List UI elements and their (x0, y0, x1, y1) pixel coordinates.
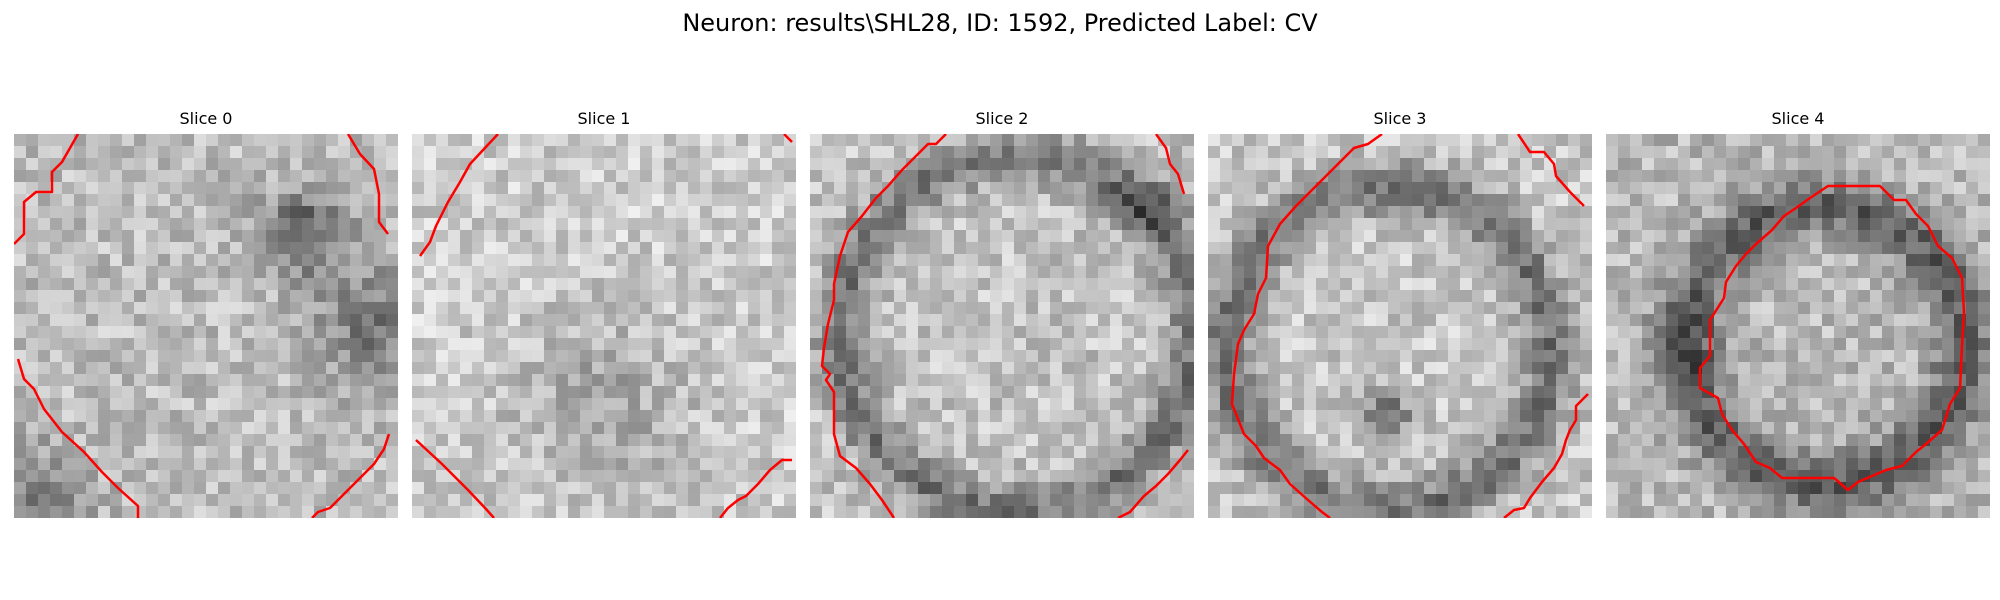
slice-pixels-4 (1606, 134, 1990, 518)
slice-contour-0-right-bottom (311, 433, 391, 518)
slice-image-1 (412, 134, 796, 518)
figure-title: Neuron: results\SHL28, ID: 1592, Predict… (682, 9, 1318, 37)
slice-contour-4-ring (1698, 184, 1966, 492)
slice-contour-2-right-top (1154, 134, 1186, 195)
slice-contour-2-main (820, 134, 947, 518)
slice-image-4 (1606, 134, 1990, 518)
slice-pixels-3 (1208, 134, 1592, 518)
slice-pixels-1 (412, 134, 796, 518)
slice-contour-1-right-top (783, 134, 793, 143)
slice-panel-4: Slice 4 (1606, 108, 1990, 522)
slice-contour-0-right-top (346, 134, 389, 235)
slice-panel-3: Slice 3 (1208, 108, 1592, 522)
slice-panel-0: Slice 0 (14, 108, 398, 522)
slice-contour-0-left-top (14, 134, 80, 245)
slice-image-3 (1208, 134, 1592, 518)
slice-title-0: Slice 0 (179, 109, 233, 128)
slice-contour-3-main (1230, 134, 1383, 518)
slice-contour-1-left-bottom (415, 439, 495, 518)
slice-contour-3-right-bottom (1503, 393, 1589, 518)
slice-pixels-0 (14, 134, 398, 518)
slice-title-3: Slice 3 (1373, 109, 1427, 128)
slice-title-4: Slice 4 (1771, 109, 1825, 128)
slice-image-0 (14, 134, 398, 518)
slice-title-1: Slice 1 (577, 109, 631, 128)
slice-pixels-2 (810, 134, 1194, 518)
slice-title-2: Slice 2 (975, 109, 1029, 128)
slice-contour-0-left-bottom (16, 358, 140, 518)
slice-contour-3-right-top (1516, 134, 1585, 207)
slice-contour-1-left-top (418, 134, 499, 257)
slice-panel-2: Slice 2 (810, 108, 1194, 522)
slice-contour-1-right-bottom (719, 458, 792, 518)
slice-panel-1: Slice 1 (412, 108, 796, 522)
slice-contour-2-right-bottom (1117, 449, 1189, 518)
slice-image-2 (810, 134, 1194, 518)
